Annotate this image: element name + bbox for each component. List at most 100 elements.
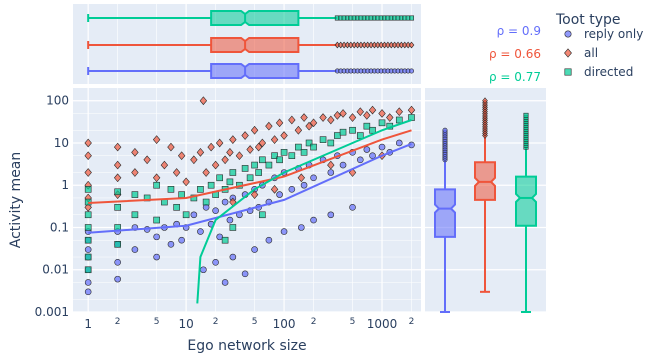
x-tick-label: 1 — [84, 317, 92, 331]
point-all — [196, 147, 205, 157]
point-all — [207, 142, 215, 152]
point-directed — [84, 224, 92, 231]
point-reply-only — [280, 228, 288, 235]
legend[interactable]: Toot type reply only all directed — [555, 12, 643, 79]
point-reply-only — [226, 216, 234, 224]
correlation-label: ρ = 0.9 — [497, 24, 541, 38]
point-directed — [241, 165, 249, 172]
legend-item-all[interactable]: all — [564, 46, 598, 60]
point-directed — [259, 156, 266, 164]
point-all — [339, 109, 347, 118]
point-all — [319, 113, 327, 122]
y-tick-label: 0.1 — [50, 220, 69, 234]
point-all — [333, 111, 342, 120]
point-all — [199, 96, 208, 106]
legend-symbol — [564, 30, 572, 38]
point-all — [143, 155, 151, 165]
point-all — [241, 131, 249, 140]
point-reply-only — [200, 266, 207, 274]
point-directed — [305, 139, 313, 147]
point-all — [190, 155, 198, 165]
point-all — [309, 118, 318, 128]
legend-label: directed — [584, 65, 633, 79]
x-tick-label: 2 — [115, 317, 121, 327]
point-all — [265, 121, 273, 131]
y-axis-title: Activity mean — [8, 152, 24, 249]
point-all — [113, 173, 122, 183]
point-all — [202, 168, 210, 177]
point-all — [226, 147, 234, 157]
point-reply-only — [276, 191, 283, 198]
x-marginal-boxplots — [87, 10, 415, 79]
point-directed — [271, 152, 278, 159]
y-tick-label: 10 — [54, 136, 69, 150]
point-all — [152, 173, 161, 183]
point-all — [348, 113, 357, 122]
point-directed — [84, 266, 92, 274]
legend-label: reply only — [584, 27, 643, 41]
point-directed — [339, 128, 347, 136]
point-directed — [84, 211, 92, 219]
point-reply-only — [178, 236, 185, 244]
y-boxplot-directed — [515, 112, 537, 313]
point-reply-only — [212, 207, 219, 214]
trend-lines — [88, 119, 412, 304]
point-directed — [251, 161, 258, 169]
point-directed — [334, 132, 341, 139]
point-reply-only — [251, 246, 258, 253]
point-directed — [178, 191, 185, 198]
point-all — [177, 151, 186, 161]
point-reply-only — [212, 259, 219, 266]
point-reply-only — [131, 246, 139, 253]
point-all — [297, 173, 306, 183]
point-directed — [378, 119, 386, 127]
point-all — [407, 105, 416, 115]
legend-label: all — [584, 46, 598, 60]
point-all — [84, 168, 92, 177]
point-reply-only — [298, 224, 305, 231]
y-outlier — [523, 112, 529, 118]
y-marginal-boxplots — [434, 97, 537, 313]
point-all — [221, 155, 229, 165]
point-all — [395, 107, 403, 117]
point-all — [294, 125, 303, 135]
point-reply-only — [310, 174, 317, 182]
correlation-label: ρ = 0.66 — [489, 47, 541, 61]
x-boxplot-all — [87, 37, 415, 53]
x-tick-label: 5 — [154, 317, 160, 327]
point-directed — [229, 169, 237, 176]
point-directed — [369, 126, 376, 134]
point-reply-only — [327, 211, 335, 219]
point-reply-only — [339, 161, 347, 169]
point-directed — [363, 122, 371, 130]
legend-item-reply-only[interactable]: reply only — [564, 27, 644, 41]
point-directed — [255, 169, 262, 176]
legend-item-directed[interactable]: directed — [564, 65, 634, 79]
x-tick-label: 5 — [252, 317, 258, 327]
point-directed — [131, 191, 139, 198]
point-reply-only — [114, 275, 121, 283]
point-reply-only — [369, 152, 376, 159]
point-all — [250, 190, 259, 199]
point-all — [270, 135, 279, 144]
point-reply-only — [378, 143, 386, 151]
point-all — [270, 184, 279, 194]
point-all — [356, 107, 364, 117]
y-boxplot-reply-only — [434, 127, 456, 313]
point-all — [327, 115, 335, 125]
y-outlier — [442, 127, 448, 133]
point-all — [215, 138, 224, 148]
point-all — [84, 138, 92, 148]
x-tick-label: 100 — [273, 317, 296, 331]
trend-line-directed — [196, 119, 412, 304]
point-directed — [300, 149, 308, 156]
point-reply-only — [197, 228, 204, 235]
legend-title: Toot type — [555, 12, 621, 28]
x-boxplot-directed — [87, 10, 415, 26]
y-boxplot-all — [474, 97, 496, 293]
point-reply-only — [221, 279, 229, 286]
point-directed — [114, 188, 121, 196]
point-reply-only — [216, 233, 223, 241]
point-directed — [202, 198, 210, 206]
